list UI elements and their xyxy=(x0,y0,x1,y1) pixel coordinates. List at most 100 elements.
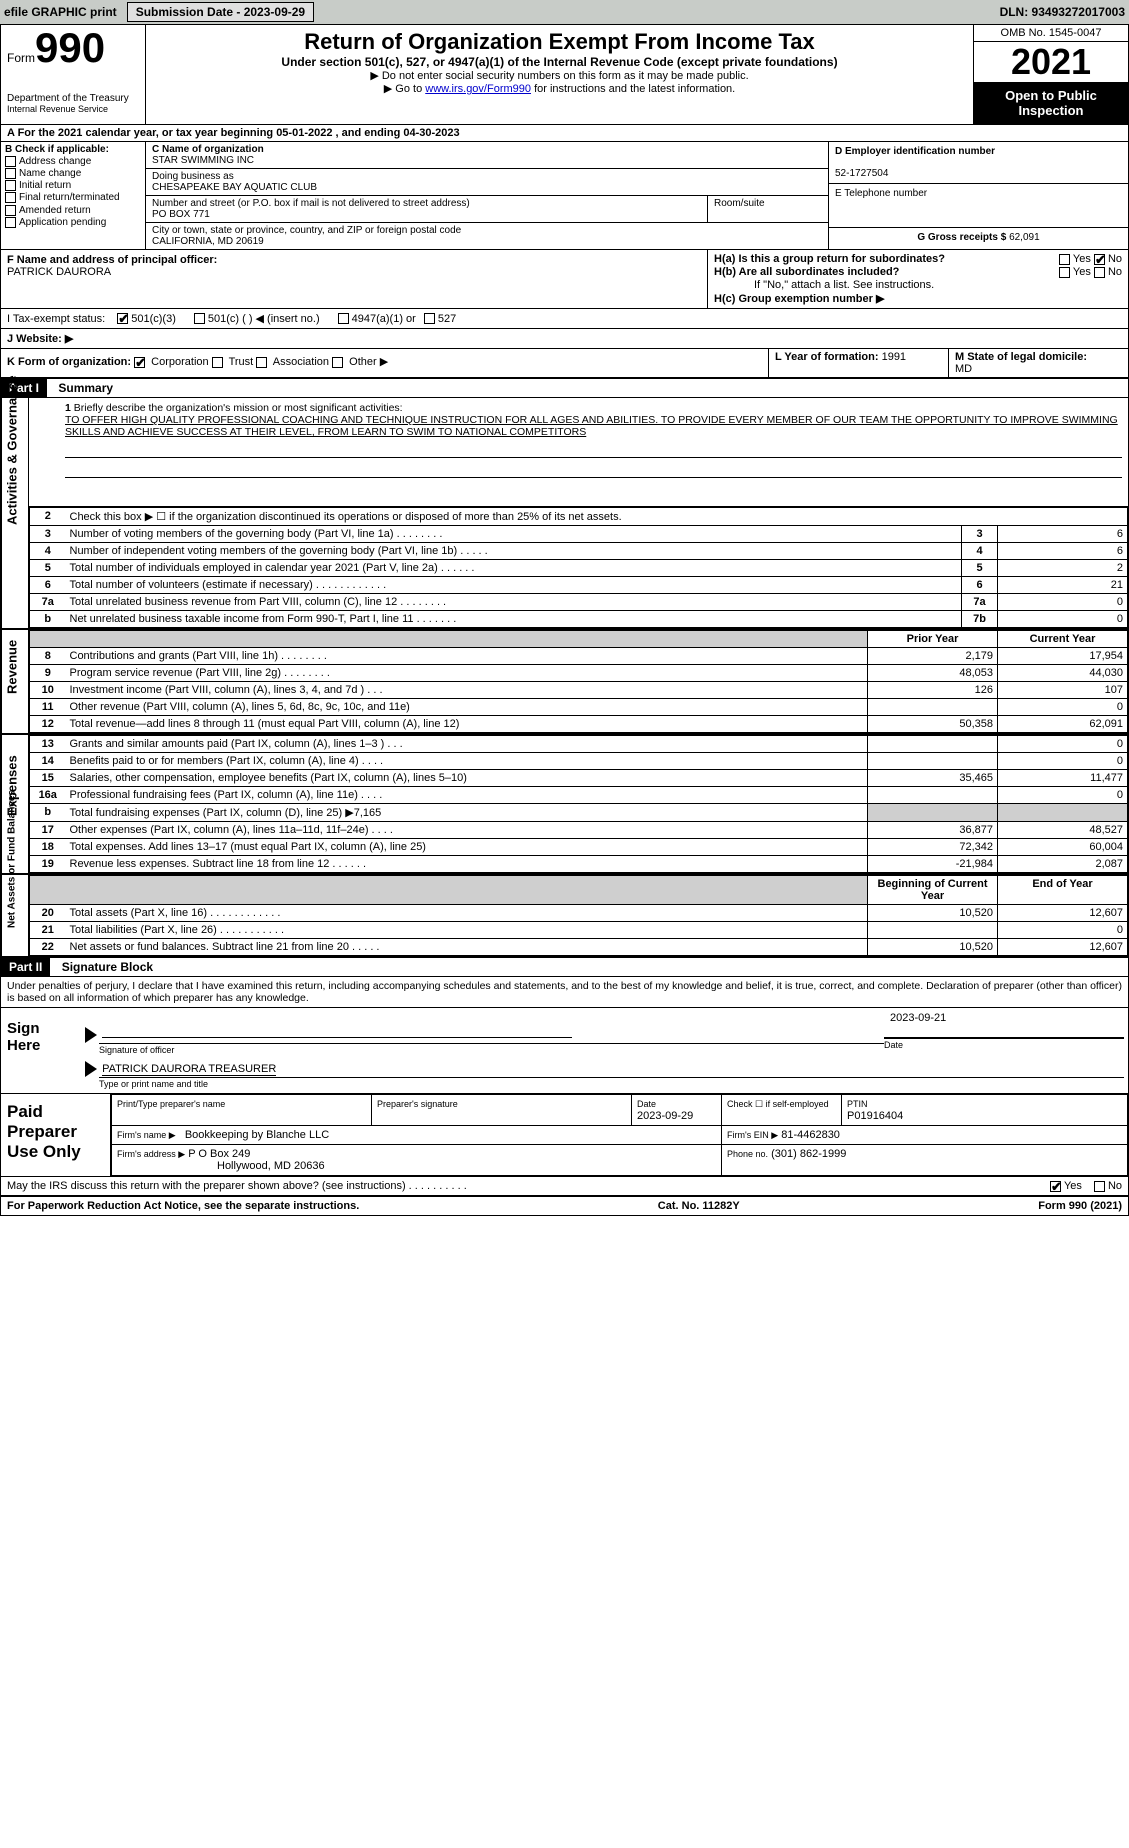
cb-name-change[interactable] xyxy=(5,168,16,179)
section-f: F Name and address of principal officer:… xyxy=(1,250,708,308)
section-klm: K Form of organization: Corporation Trus… xyxy=(1,349,1128,379)
part-ii-title: Signature Block xyxy=(54,958,161,976)
cb-trust[interactable] xyxy=(212,357,223,368)
table-row: 5Total number of individuals employed in… xyxy=(30,560,1128,577)
ha-no[interactable] xyxy=(1094,254,1105,265)
part-i-title: Summary xyxy=(50,379,121,397)
cb-address-change[interactable] xyxy=(5,156,16,167)
cb-association[interactable] xyxy=(256,357,267,368)
table-row: 18Total expenses. Add lines 13–17 (must … xyxy=(30,839,1128,856)
state-domicile: MD xyxy=(955,363,972,375)
section-b: B Check if applicable: Address change Na… xyxy=(1,142,146,249)
ha-yes[interactable] xyxy=(1059,254,1070,265)
section-i: I Tax-exempt status: 501(c)(3) 501(c) ( … xyxy=(1,309,1128,329)
l-label: L Year of formation: xyxy=(775,351,879,363)
table-row: 2Check this box ▶ ☐ if the organization … xyxy=(30,508,1128,526)
cb-amended[interactable] xyxy=(5,205,16,216)
cb-501c[interactable] xyxy=(194,313,205,324)
discuss-yes[interactable] xyxy=(1050,1181,1061,1192)
table-row: 10Investment income (Part VIII, column (… xyxy=(30,682,1128,699)
activities-governance-block: Activities & Governance 1 Briefly descri… xyxy=(1,398,1128,630)
cb-527[interactable] xyxy=(424,313,435,324)
gov-vlabel: Activities & Governance xyxy=(5,501,20,525)
hb-label: H(b) Are all subordinates included? xyxy=(714,266,899,278)
city-value: CALIFORNIA, MD 20619 xyxy=(152,236,264,247)
section-bcdeg: B Check if applicable: Address change Na… xyxy=(1,142,1128,250)
table-header-row: Prior YearCurrent Year xyxy=(30,631,1128,648)
cb-initial-return[interactable] xyxy=(5,180,16,191)
revenue-block: Revenue Prior YearCurrent Year8Contribut… xyxy=(1,630,1128,735)
d-label: D Employer identification number xyxy=(835,146,995,157)
firm-name: Bookkeeping by Blanche LLC xyxy=(185,1129,329,1141)
cb-corporation[interactable] xyxy=(134,357,145,368)
table-row: 15Salaries, other compensation, employee… xyxy=(30,770,1128,787)
cb-other[interactable] xyxy=(332,357,343,368)
sig-date-value: 2023-09-21 xyxy=(884,1012,1124,1038)
table-row: 9Program service revenue (Part VIII, lin… xyxy=(30,665,1128,682)
year-formation: 1991 xyxy=(882,351,906,363)
print-name-label: Print/Type preparer's name xyxy=(117,1099,225,1109)
governance-table: 2Check this box ▶ ☐ if the organization … xyxy=(29,507,1128,628)
table-row: bNet unrelated business taxable income f… xyxy=(30,611,1128,628)
rev-vlabel: Revenue xyxy=(5,670,20,694)
type-name-label: Type or print name and title xyxy=(99,1077,1124,1089)
check-self-employed: Check ☐ if self-employed xyxy=(727,1099,829,1109)
part-ii-label: Part II xyxy=(1,958,50,976)
cb-application-pending[interactable] xyxy=(5,217,16,228)
mission-row: 1 Briefly describe the organization's mi… xyxy=(29,398,1128,507)
ein-value: 52-1727504 xyxy=(835,168,888,179)
table-row: 17Other expenses (Part IX, column (A), l… xyxy=(30,822,1128,839)
table-row: 11Other revenue (Part VIII, column (A), … xyxy=(30,699,1128,716)
form-word: Form xyxy=(7,51,35,65)
revenue-table: Prior YearCurrent Year8Contributions and… xyxy=(29,630,1128,733)
sig-arrow-icon-2 xyxy=(85,1061,97,1077)
topbar: efile GRAPHIC print Submission Date - 20… xyxy=(0,0,1129,24)
cb-final-return[interactable] xyxy=(5,192,16,203)
cb-501c3[interactable] xyxy=(117,313,128,324)
instructions-link[interactable]: www.irs.gov/Form990 xyxy=(425,83,531,95)
hb-no[interactable] xyxy=(1094,267,1105,278)
table-row: 6Total number of volunteers (estimate if… xyxy=(30,577,1128,594)
i-label: I Tax-exempt status: xyxy=(7,313,105,325)
table-row: 19Revenue less expenses. Subtract line 1… xyxy=(30,856,1128,873)
mission-text: TO OFFER HIGH QUALITY PROFESSIONAL COACH… xyxy=(65,414,1118,438)
table-row: 12Total revenue—add lines 8 through 11 (… xyxy=(30,716,1128,733)
firm-ein-label: Firm's EIN ▶ xyxy=(727,1130,778,1140)
cb-4947[interactable] xyxy=(338,313,349,324)
open-to-public: Open to Public Inspection xyxy=(974,82,1128,124)
tax-year: 2021 xyxy=(974,42,1128,82)
sig-arrow-icon xyxy=(85,1027,97,1043)
e-label: E Telephone number xyxy=(835,188,927,199)
part-i-header: Part I Summary xyxy=(1,379,1128,398)
gov-sidebar: Activities & Governance xyxy=(1,398,29,628)
hb-yes[interactable] xyxy=(1059,267,1070,278)
firm-name-label: Firm's name ▶ xyxy=(117,1130,176,1140)
efile-label: efile GRAPHIC print xyxy=(4,5,117,19)
net-table: Beginning of Current YearEnd of Year20To… xyxy=(29,875,1128,956)
penalty-statement: Under penalties of perjury, I declare th… xyxy=(1,977,1128,1008)
net-vlabel: Net Assets or Fund Balances xyxy=(7,904,18,928)
header-left: Form990 Department of the Treasury Inter… xyxy=(1,25,146,124)
firm-addr2: Hollywood, MD 20636 xyxy=(117,1160,325,1172)
section-j: J Website: ▶ xyxy=(1,329,1128,349)
dept-treasury: Department of the Treasury xyxy=(7,93,139,104)
officer-name-title: PATRICK DAURORA TREASURER xyxy=(102,1063,276,1076)
form-header: Form990 Department of the Treasury Inter… xyxy=(1,25,1128,125)
g-label: G Gross receipts $ xyxy=(917,232,1006,243)
table-row: 21Total liabilities (Part X, line 26) . … xyxy=(30,922,1128,939)
firm-ein: 81-4462830 xyxy=(781,1129,840,1141)
prep-date-value: 2023-09-29 xyxy=(637,1110,693,1122)
table-row: 8Contributions and grants (Part VIII, li… xyxy=(30,648,1128,665)
submission-date-button[interactable]: Submission Date - 2023-09-29 xyxy=(127,2,314,22)
table-row: 13Grants and similar amounts paid (Part … xyxy=(30,736,1128,753)
k-label: K Form of organization: xyxy=(7,356,131,368)
section-h: H(a) Is this a group return for subordin… xyxy=(708,250,1128,308)
form-990: Form990 Department of the Treasury Inter… xyxy=(0,24,1129,1216)
room-suite-label: Room/suite xyxy=(708,196,828,222)
table-row: 7aTotal unrelated business revenue from … xyxy=(30,594,1128,611)
mission-label: Briefly describe the organization's miss… xyxy=(74,402,403,414)
discuss-no[interactable] xyxy=(1094,1181,1105,1192)
paid-preparer-table: Print/Type preparer's name Preparer's si… xyxy=(111,1094,1128,1176)
form-subtitle: Under section 501(c), 527, or 4947(a)(1)… xyxy=(154,55,965,69)
hb-note: If "No," attach a list. See instructions… xyxy=(714,279,1122,291)
